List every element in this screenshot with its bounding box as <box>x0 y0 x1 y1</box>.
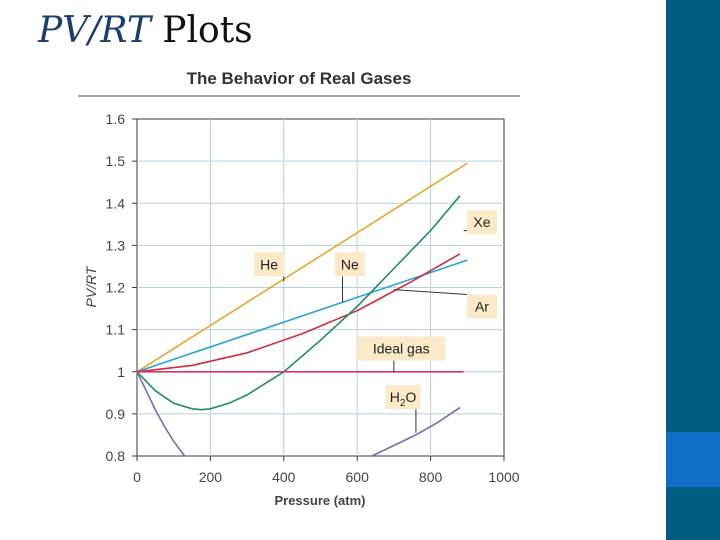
series-lines <box>136 162 468 457</box>
side-accent <box>666 432 720 487</box>
callout-label-ne: Ne <box>341 256 359 272</box>
callout-label-h2o: H2O <box>390 389 417 409</box>
y-tick-label: 1.6 <box>106 111 126 127</box>
y-tick-label: 1.5 <box>106 153 126 169</box>
series-line-he <box>136 162 468 373</box>
plot-area: 0 200 400 600 800 1000 0.8 0.9 1 1.1 1.2 1.3 1.4 1.5… <box>106 111 520 485</box>
x-tick-label: 800 <box>419 469 443 485</box>
y-tick-label: 1.1 <box>106 322 126 338</box>
callout-box-he <box>254 252 285 277</box>
x-tick-label: 1000 <box>488 469 519 485</box>
x-tick-label: 200 <box>199 469 223 485</box>
series-line-ne <box>136 259 468 373</box>
y-tick-label: 1 <box>117 364 125 380</box>
x-tick-label: 400 <box>272 469 296 485</box>
chart-title: The Behavior of Real Gases <box>187 69 412 88</box>
y-axis-label: PV/RT <box>83 265 99 307</box>
y-tick-label: 1.4 <box>106 195 126 211</box>
y-tick-label: 0.9 <box>106 406 126 422</box>
series-line-h2o-upper <box>371 406 461 457</box>
callout-box-ar <box>466 294 497 319</box>
slide-title-rest: Plots <box>150 10 253 51</box>
slide-title: PV/RT Plots <box>38 10 253 51</box>
y-tick-label: 1.2 <box>106 280 126 296</box>
callout-leader-ar <box>393 289 468 295</box>
callout-label-ideal-gas: Ideal gas <box>373 341 430 357</box>
series-line-h2o <box>136 371 186 457</box>
x-tick-label: 0 <box>133 469 141 485</box>
callout-label-he: He <box>260 256 278 272</box>
x-axis-ticks: 0 200 400 600 800 1000 <box>133 456 520 485</box>
callout-label-ar: Ar <box>475 298 489 314</box>
slide-title-italic: PV/RT <box>38 10 151 51</box>
callout-box-ideal-gas <box>357 336 446 361</box>
series-line-ar <box>136 253 461 373</box>
series-line-xe <box>136 195 461 411</box>
callout-box-ne <box>334 252 365 277</box>
label-callouts: He Ne Xe Ar Ideal gas H2O <box>254 210 497 433</box>
callout-box-h2o <box>385 385 421 410</box>
y-tick-label: 0.8 <box>106 448 126 464</box>
y-axis-ticks: 0.8 0.9 1 1.1 1.2 1.3 1.4 1.5 1.6 <box>106 111 137 464</box>
y-tick-label: 1.3 <box>106 237 126 253</box>
x-axis-label: Pressure (atm) <box>274 493 365 508</box>
x-tick-label: 600 <box>346 469 370 485</box>
callout-box-xe <box>466 210 497 235</box>
callout-label-xe: Xe <box>473 214 490 230</box>
